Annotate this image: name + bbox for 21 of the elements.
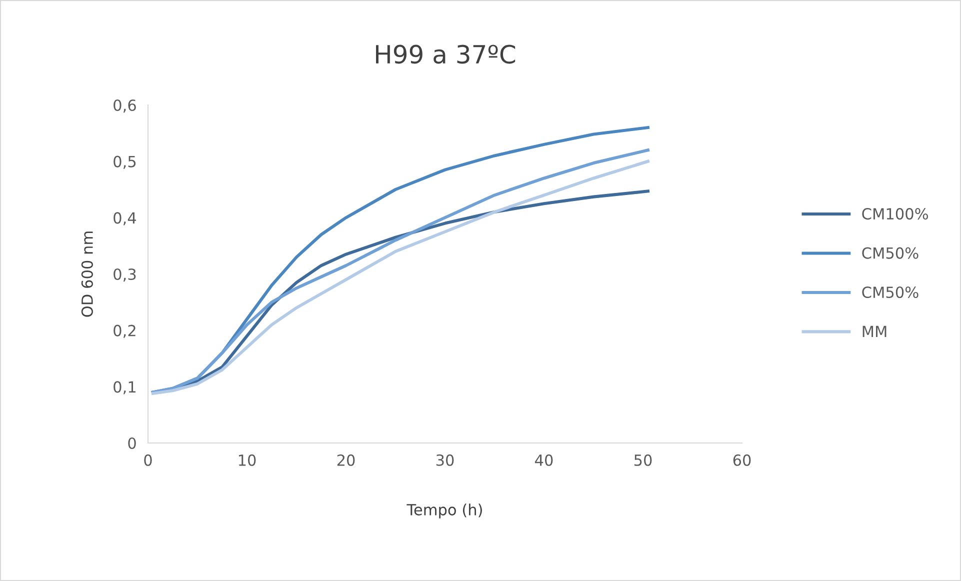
x-axis-title: Tempo (h) bbox=[406, 504, 482, 518]
y-tick-label: 0,1 bbox=[114, 381, 136, 394]
y-tick-label: 0,2 bbox=[114, 324, 136, 338]
x-tick-label: 0 bbox=[144, 454, 152, 466]
x-tick-label: 50 bbox=[634, 454, 652, 466]
y-axis-title: OD 600 nm bbox=[81, 232, 93, 317]
x-tick-label: 60 bbox=[733, 454, 751, 466]
chart-title: H99 a 37ºC bbox=[376, 44, 516, 64]
y-tick-label: 0,4 bbox=[114, 212, 136, 226]
y-tick-label: 0,6 bbox=[114, 99, 136, 113]
y-tick-label: 0 bbox=[128, 437, 136, 450]
legend-label: MM bbox=[862, 326, 886, 338]
y-tick-label: 0,5 bbox=[114, 156, 136, 169]
x-tick-label: 30 bbox=[436, 454, 454, 466]
legend-label: CM50% bbox=[862, 286, 918, 298]
x-tick-label: 20 bbox=[337, 454, 355, 466]
legend-label: CM100% bbox=[862, 208, 928, 220]
legend-label: CM50% bbox=[862, 247, 918, 259]
y-tick-label: 0,3 bbox=[114, 268, 136, 282]
x-tick-label: 10 bbox=[238, 454, 256, 466]
x-tick-label: 40 bbox=[535, 454, 553, 466]
